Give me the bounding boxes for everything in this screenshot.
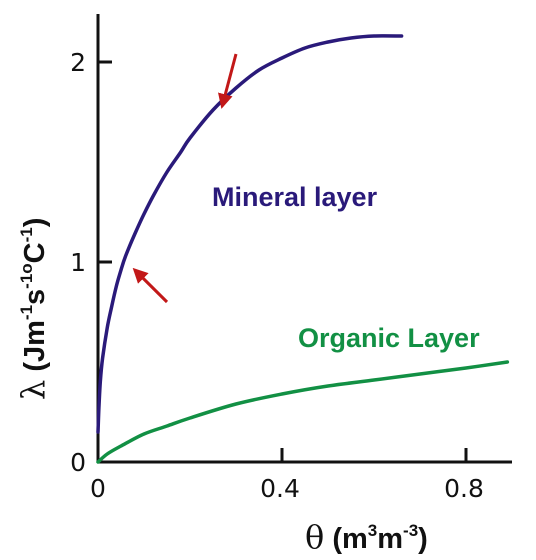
series-line-mineral (96, 34, 404, 434)
x-axis-unit-suffix: ) (418, 523, 428, 555)
annotation-arrow (132, 267, 169, 304)
series-label-mineral: Mineral layer (212, 182, 378, 212)
x-tick-label: 0 (90, 474, 106, 503)
x-axis-symbol: θ (305, 518, 324, 556)
y-axis-symbol: λ (14, 380, 52, 400)
y-axis-unit-suffix: ) (19, 218, 51, 228)
y-axis-unit-sup3: -1 (17, 227, 36, 242)
series-label-organic: Organic Layer (298, 323, 480, 353)
series-line-organic (96, 360, 510, 464)
y-axis-unit-prefix: (Jm (19, 320, 51, 380)
y-axis-label: λ (Jm-1s-1oC-1) (14, 218, 52, 400)
ticks: 0 0.4 0.8 0 1 2 (70, 48, 484, 503)
annotation-arrow (218, 53, 238, 109)
y-axis-unit-mid: s (19, 289, 51, 305)
series-layer (96, 34, 510, 464)
annotation-layer (132, 53, 238, 304)
x-axis-unit-sup1: 3 (368, 521, 377, 540)
y-tick-label: 1 (70, 248, 86, 277)
x-axis-label: θ (m3m-3) (305, 518, 428, 556)
y-axis-unit-sup1: -1 (17, 305, 36, 320)
y-axis-unit-sup2: -1o (17, 263, 36, 289)
y-tick-label: 2 (70, 48, 86, 77)
y-axis-unit-post: C (19, 242, 51, 263)
x-tick-label: 0.8 (444, 474, 484, 503)
x-axis-unit-sup2: -3 (403, 521, 418, 540)
axes (96, 14, 512, 464)
x-axis-unit-mid: m (377, 523, 403, 555)
y-tick-label: 0 (70, 448, 86, 477)
x-axis-unit-prefix: (m (324, 523, 368, 555)
x-tick-label: 0.4 (260, 474, 300, 503)
